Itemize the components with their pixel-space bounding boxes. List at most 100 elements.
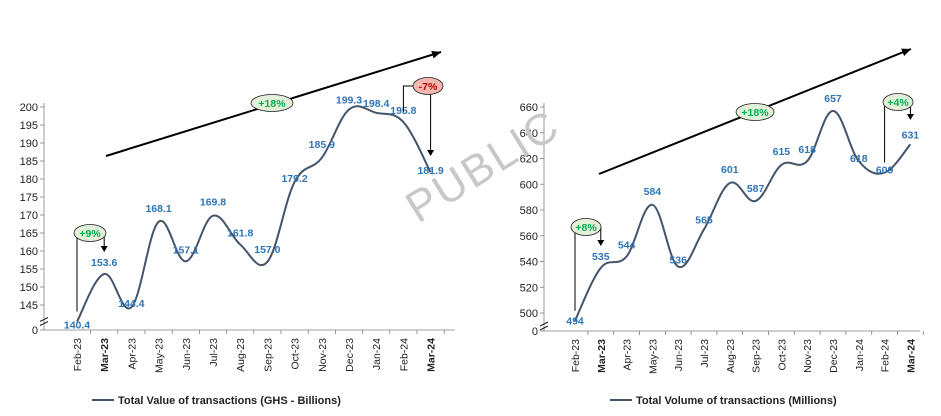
y-tick-label: 580 (520, 205, 538, 217)
y-tick-label: 560 (520, 231, 538, 243)
y-tick-label: 150 (20, 282, 38, 294)
data-label: 615 (773, 146, 791, 158)
data-label: 153.6 (91, 257, 117, 269)
x-tick-label: Dec-23 (828, 339, 840, 373)
growth-bracket-arrowhead (427, 150, 435, 156)
data-label: 144.4 (118, 298, 144, 310)
x-tick-label: Apr-23 (622, 339, 634, 371)
y-tick-label: 660 (520, 102, 538, 114)
data-label: 140.4 (64, 320, 90, 332)
x-tick-label: Apr-23 (126, 338, 138, 370)
x-tick-label: Feb-23 (72, 338, 84, 371)
x-tick-label: Jul-23 (208, 338, 220, 367)
growth-pill-label: +4% (887, 97, 909, 109)
data-label: 157.1 (173, 244, 199, 256)
legend-label: Total Volume of transactions (Millions) (636, 395, 837, 407)
y-tick-label: 170 (20, 210, 38, 222)
data-label: 198.4 (363, 98, 389, 110)
x-tick-label: Jul-23 (699, 339, 711, 368)
data-label: 536 (669, 255, 687, 267)
x-tick-label: Nov-23 (317, 338, 329, 372)
axis-break-mark (539, 321, 549, 331)
y-tick-label: 160 (20, 246, 38, 258)
x-tick-label: Feb-24 (880, 339, 892, 372)
y-tick-label: 200 (20, 102, 38, 114)
x-tick-label: Mar-23 (596, 339, 608, 373)
growth-pill-overall-label: +18% (741, 107, 769, 119)
x-tick-label: Jun-23 (673, 339, 685, 371)
data-label: 657 (824, 93, 842, 105)
x-tick-label: Sep-23 (262, 338, 274, 372)
growth-pill-overall-label: +18% (258, 98, 286, 110)
y-tick-label: 145 (20, 300, 38, 312)
chart-total-value: 0 145 150 155 160 165 170 175 180 185 190 195 200 Feb… (20, 50, 455, 407)
x-tick-label: Dec-23 (344, 338, 356, 372)
data-label: 609 (876, 165, 894, 177)
x-tick-label: Feb-24 (398, 338, 410, 371)
axis-break-mark (39, 317, 49, 326)
chart-total-volume: 0 500 520 540 560 580 600 620 640 660 Feb-23 Mar-23… (520, 48, 924, 407)
x-tick-label: Mar-23 (99, 338, 111, 372)
y-tick-label: 165 (20, 228, 38, 240)
data-label: 181.9 (417, 165, 443, 177)
y-tick-label: 0 (32, 325, 38, 337)
growth-bracket-line (402, 85, 432, 150)
x-tick-label: Feb-23 (570, 339, 582, 372)
x-tick-label: Mar-24 (905, 339, 917, 373)
y-tick-label: 520 (520, 282, 538, 294)
growth-pill-shape (882, 93, 914, 111)
growth-pill-shape (73, 224, 107, 242)
y-tick-label: 620 (520, 154, 538, 166)
data-label: 179.2 (281, 173, 307, 185)
growth-pill-label: -7% (419, 81, 438, 93)
data-label: 618 (798, 144, 816, 156)
growth-bracket-line (76, 232, 105, 312)
data-label: 565 (695, 214, 713, 226)
growth-pill-overall-shape (735, 103, 775, 121)
y-tick-label: 190 (20, 138, 38, 150)
series-line (574, 109, 912, 322)
data-label: 169.8 (200, 197, 226, 209)
y-tick-label: 600 (520, 179, 538, 191)
y-tick-label: 175 (20, 192, 38, 204)
y-tick-label: 185 (20, 156, 38, 168)
x-tick-label: Oct-23 (290, 338, 302, 370)
y-tick-label: 500 (520, 308, 538, 320)
x-tick-label: Jan-24 (854, 339, 866, 371)
y-tick-label: 180 (20, 174, 38, 186)
data-label: 544 (618, 239, 636, 251)
growth-pill-shape (570, 218, 602, 236)
growth-pill-overall-shape (250, 94, 294, 112)
x-tick-label: Mar-24 (426, 338, 438, 372)
data-label: 584 (644, 186, 662, 198)
data-label: 631 (902, 129, 920, 141)
data-label: 618 (850, 153, 868, 165)
x-tick-label: May-23 (154, 338, 166, 373)
x-tick-label: Aug-23 (725, 339, 737, 373)
x-tick-label: Oct-23 (776, 339, 788, 371)
x-tick-label: Jun-23 (181, 338, 193, 370)
y-tick-label: 195 (20, 120, 38, 132)
series-line (76, 105, 432, 323)
legend-label: Total Value of transactions (GHS - Billi… (118, 395, 341, 407)
data-label: 535 (592, 251, 610, 263)
trend-arrow-head (901, 48, 911, 57)
y-tick-label: 155 (20, 264, 38, 276)
data-label: 157.0 (254, 244, 280, 256)
data-label: 601 (721, 164, 739, 176)
x-tick-label: May-23 (647, 339, 659, 374)
growth-bracket-arrowhead (597, 240, 605, 246)
growth-bracket-line (574, 226, 602, 311)
growth-pill-label: +8% (575, 222, 597, 234)
data-label: 161.8 (227, 228, 253, 240)
data-label: 587 (747, 183, 765, 195)
y-tick-label: 0 (532, 326, 538, 338)
data-label: 199.3 (336, 95, 362, 107)
growth-pill-label: +9% (79, 228, 101, 240)
trend-arrow-head (431, 50, 441, 59)
data-label: 494 (566, 316, 584, 328)
x-tick-label: Sep-23 (751, 339, 763, 373)
x-tick-label: Jan-24 (371, 338, 383, 370)
y-tick-label: 640 (520, 128, 538, 140)
